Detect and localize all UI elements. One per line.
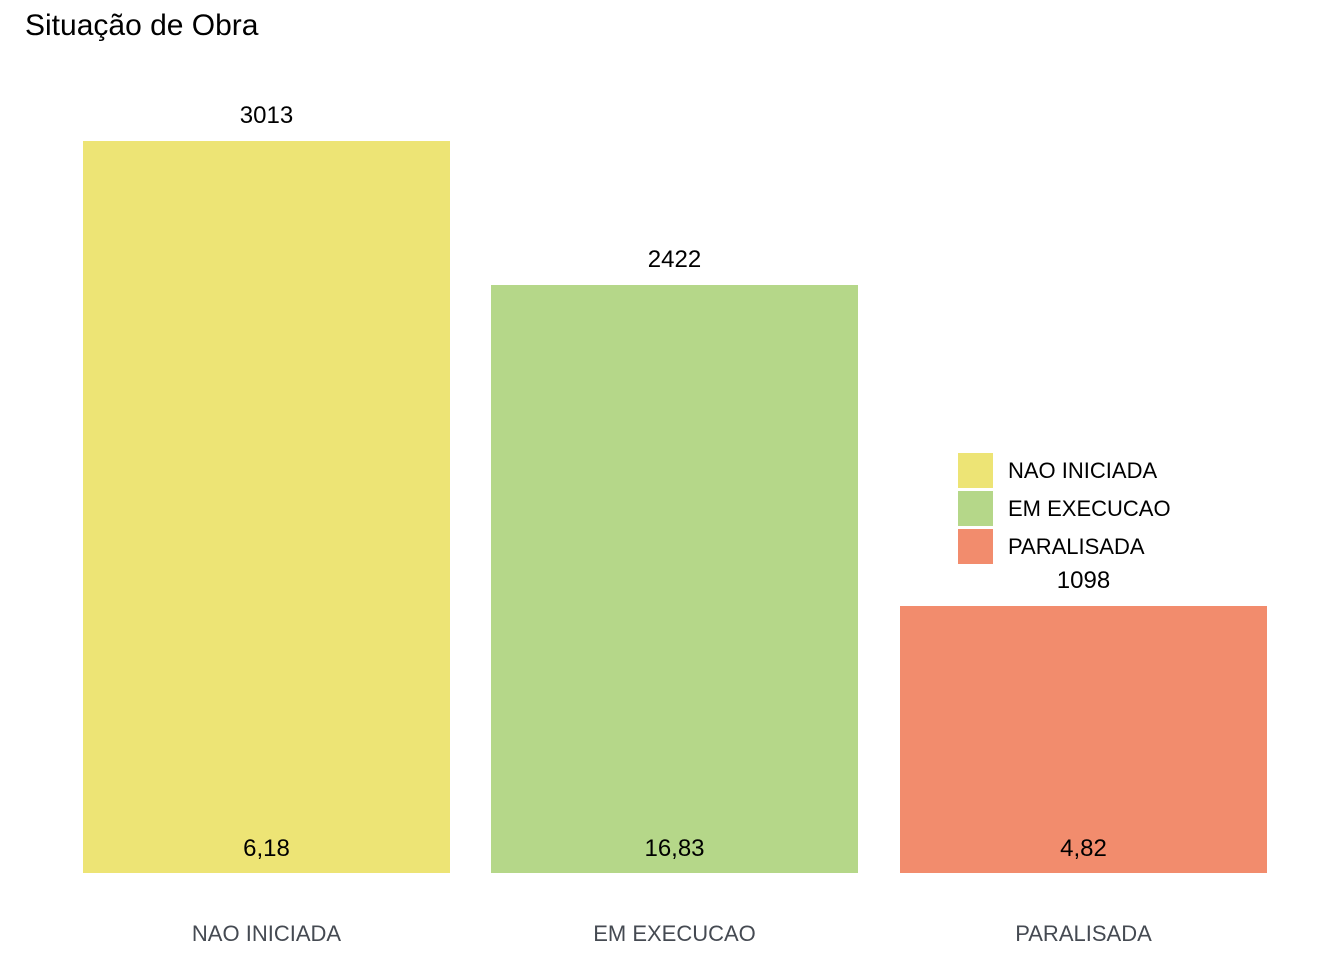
bar-inside-label-paralisada: 4,82 bbox=[1060, 835, 1107, 862]
x-axis-label-em-execucao: EM EXECUCAO bbox=[593, 921, 756, 946]
bar-em-execucao: 16,83 bbox=[491, 285, 858, 873]
legend-label-em-execucao: EM EXECUCAO bbox=[1008, 495, 1171, 521]
x-axis-label-nao-iniciada: NAO INICIADA bbox=[191, 921, 342, 946]
legend-swatch-nao-iniciada bbox=[958, 453, 993, 488]
legend-swatch-em-execucao bbox=[958, 491, 993, 526]
bar-value-label-em-execucao: 2422 bbox=[647, 246, 702, 273]
bar-inside-label-nao-iniciada: 6,18 bbox=[243, 835, 290, 862]
legend-label-nao-iniciada: NAO INICIADA bbox=[1008, 457, 1158, 483]
bar-group-nao-iniciada: 3013 6,18 NAO INICIADA bbox=[83, 0, 450, 960]
x-axis-label-paralisada: PARALISADA bbox=[1015, 921, 1152, 946]
legend-item-nao-iniciada: NAO INICIADA bbox=[958, 453, 1171, 488]
bar-group-em-execucao: 2422 16,83 EM EXECUCAO bbox=[491, 0, 858, 960]
bar-group-paralisada: 1098 4,82 PARALISADA bbox=[900, 0, 1267, 960]
chart-title: Situação de Obra bbox=[25, 9, 259, 42]
bar-nao-iniciada: 6,18 bbox=[83, 141, 450, 873]
bar-value-label-nao-iniciada: 3013 bbox=[239, 102, 294, 129]
legend-swatch-paralisada bbox=[958, 529, 993, 564]
legend: NAO INICIADA EM EXECUCAO PARALISADA bbox=[958, 453, 1171, 567]
legend-label-paralisada: PARALISADA bbox=[1008, 533, 1145, 559]
legend-item-paralisada: PARALISADA bbox=[958, 529, 1171, 564]
bar-paralisada: 4,82 bbox=[900, 606, 1267, 873]
bar-value-label-paralisada: 1098 bbox=[1056, 567, 1111, 594]
bar-inside-label-em-execucao: 16,83 bbox=[644, 835, 705, 862]
legend-item-em-execucao: EM EXECUCAO bbox=[958, 491, 1171, 526]
